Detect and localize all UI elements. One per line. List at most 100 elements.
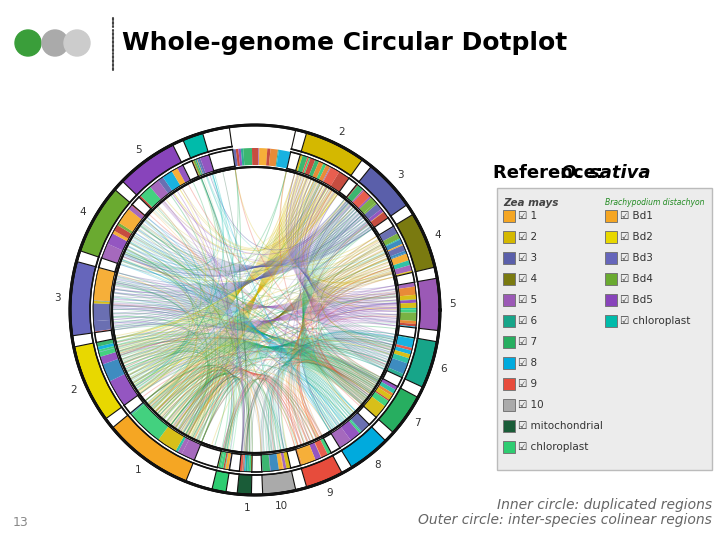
Polygon shape: [100, 352, 119, 365]
Polygon shape: [387, 244, 403, 252]
Polygon shape: [396, 271, 413, 276]
Polygon shape: [375, 390, 390, 401]
FancyBboxPatch shape: [503, 314, 515, 327]
Polygon shape: [228, 453, 232, 470]
Polygon shape: [287, 449, 300, 468]
Polygon shape: [225, 453, 231, 470]
FancyBboxPatch shape: [503, 377, 515, 389]
Circle shape: [64, 30, 90, 56]
Text: 9: 9: [326, 488, 333, 498]
Polygon shape: [400, 313, 417, 321]
FancyBboxPatch shape: [503, 294, 515, 306]
Polygon shape: [119, 209, 142, 232]
Polygon shape: [388, 358, 408, 374]
Polygon shape: [176, 436, 186, 453]
Polygon shape: [385, 238, 401, 247]
Polygon shape: [269, 148, 278, 166]
Polygon shape: [70, 261, 96, 336]
FancyBboxPatch shape: [605, 252, 616, 264]
Polygon shape: [396, 214, 435, 272]
Polygon shape: [130, 402, 143, 414]
Text: ☑ Bd1: ☑ Bd1: [620, 211, 653, 220]
Polygon shape: [400, 295, 417, 300]
Polygon shape: [122, 144, 181, 195]
FancyBboxPatch shape: [503, 273, 515, 285]
Polygon shape: [390, 251, 407, 259]
Polygon shape: [98, 346, 115, 352]
Text: ☑ Bd2: ☑ Bd2: [620, 232, 653, 241]
Polygon shape: [400, 320, 417, 321]
Polygon shape: [357, 413, 369, 424]
Polygon shape: [99, 348, 115, 353]
Text: Inner circle: duplicated regions: Inner circle: duplicated regions: [497, 498, 712, 512]
Polygon shape: [251, 475, 263, 495]
Polygon shape: [396, 336, 415, 348]
Polygon shape: [252, 148, 258, 165]
Polygon shape: [379, 388, 418, 433]
Polygon shape: [70, 127, 440, 495]
Polygon shape: [405, 339, 437, 387]
Polygon shape: [399, 325, 416, 328]
Polygon shape: [261, 455, 263, 472]
Polygon shape: [243, 148, 252, 165]
Polygon shape: [193, 159, 202, 176]
Polygon shape: [112, 415, 193, 482]
Polygon shape: [266, 148, 271, 166]
Polygon shape: [333, 450, 352, 473]
Polygon shape: [391, 254, 409, 266]
Polygon shape: [93, 303, 110, 321]
FancyBboxPatch shape: [503, 420, 515, 431]
Polygon shape: [370, 212, 388, 227]
Polygon shape: [195, 159, 202, 176]
Text: 6: 6: [441, 364, 447, 374]
Polygon shape: [72, 333, 94, 347]
Circle shape: [42, 30, 68, 56]
Polygon shape: [391, 205, 413, 225]
Polygon shape: [269, 454, 271, 471]
Polygon shape: [94, 268, 115, 301]
Polygon shape: [276, 453, 283, 470]
Text: ☑ 10: ☑ 10: [518, 400, 544, 409]
Polygon shape: [239, 454, 243, 471]
Polygon shape: [94, 320, 112, 332]
Polygon shape: [323, 434, 340, 453]
Polygon shape: [252, 455, 262, 472]
Polygon shape: [368, 209, 384, 222]
FancyBboxPatch shape: [497, 188, 712, 470]
Polygon shape: [233, 149, 238, 166]
Polygon shape: [400, 379, 423, 397]
Polygon shape: [418, 328, 439, 342]
Polygon shape: [395, 344, 413, 350]
Polygon shape: [220, 451, 225, 468]
Text: ☑ 5: ☑ 5: [518, 294, 537, 305]
Text: 5: 5: [449, 299, 456, 309]
Polygon shape: [331, 427, 351, 448]
Polygon shape: [235, 149, 240, 166]
Polygon shape: [112, 231, 129, 241]
Polygon shape: [158, 177, 172, 194]
Polygon shape: [177, 165, 190, 183]
Polygon shape: [387, 367, 404, 377]
Polygon shape: [379, 227, 397, 241]
Text: Whole-genome Circular Dotplot: Whole-genome Circular Dotplot: [122, 31, 567, 55]
Polygon shape: [385, 239, 402, 251]
Polygon shape: [383, 233, 400, 246]
Polygon shape: [400, 303, 417, 308]
FancyBboxPatch shape: [503, 441, 515, 453]
Polygon shape: [99, 348, 116, 357]
Polygon shape: [395, 265, 412, 275]
Polygon shape: [296, 154, 302, 171]
Text: 5: 5: [135, 145, 142, 155]
Polygon shape: [97, 343, 114, 350]
Polygon shape: [364, 204, 382, 219]
Polygon shape: [393, 350, 410, 359]
Polygon shape: [372, 420, 393, 441]
Polygon shape: [124, 395, 143, 413]
Polygon shape: [244, 455, 245, 471]
Text: ☑ 8: ☑ 8: [518, 357, 537, 368]
Polygon shape: [348, 420, 361, 434]
Polygon shape: [359, 166, 407, 216]
Polygon shape: [192, 160, 199, 177]
Polygon shape: [73, 343, 122, 419]
Polygon shape: [243, 455, 245, 471]
